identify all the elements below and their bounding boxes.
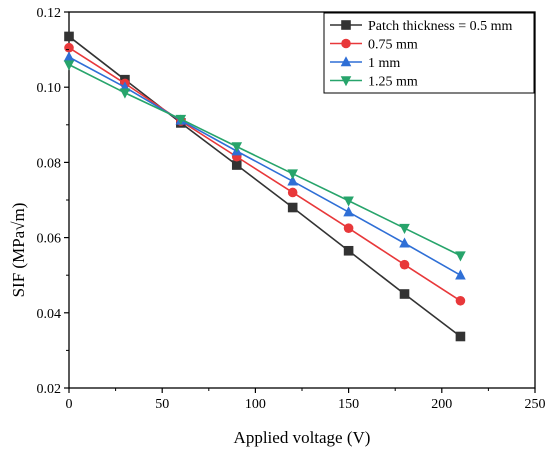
data-point: [399, 289, 410, 299]
data-point: [399, 223, 410, 234]
legend-marker: [340, 76, 352, 87]
legend-marker: [341, 20, 351, 30]
data-point: [175, 114, 187, 125]
data-point: [287, 175, 298, 186]
data-point: [455, 269, 466, 280]
legend-label: 1.25 mm: [368, 75, 418, 90]
series-line: [68, 47, 461, 302]
data-point: [343, 206, 354, 217]
data-point: [64, 42, 74, 53]
series-3: [63, 51, 466, 280]
legend-item: 1.25 mm: [330, 75, 418, 90]
y-tick-label: 0.10: [37, 81, 62, 96]
legend-label: Patch thickness = 0.5 mm: [368, 19, 512, 34]
y-tick-label: 0.08: [37, 156, 62, 171]
x-tick-label: 200: [431, 397, 452, 412]
data-point: [231, 160, 242, 170]
data-point: [455, 331, 466, 342]
x-axis-title: Applied voltage (V): [234, 428, 371, 447]
y-tick-label: 0.06: [37, 232, 62, 247]
data-point: [399, 259, 410, 270]
data-point: [287, 187, 298, 198]
x-tick-label: 250: [525, 397, 546, 412]
legend-label: 1 mm: [368, 56, 400, 71]
data-point: [343, 245, 354, 256]
y-tick-label: 0.04: [37, 307, 62, 322]
x-tick-label: 50: [155, 397, 169, 412]
series-line: [68, 35, 461, 338]
legend-marker: [341, 38, 351, 49]
series-4: [63, 60, 466, 262]
data-point: [399, 237, 410, 248]
legend-label: 0.75 mm: [368, 38, 418, 53]
axes: 0 50 100 150 200 250 0.02 0.04 0.06 0.08 0.10 0.12: [37, 6, 546, 412]
x-tick-label: 150: [338, 397, 359, 412]
legend-marker: [340, 56, 352, 67]
data-point: [119, 88, 131, 99]
legend: Patch thickness = 0.5 mm 0.75 mm 1 mm 1.25 …: [323, 12, 535, 94]
x-tick-label: 100: [245, 397, 266, 412]
y-axis-title: SIF (MPa√m): [9, 203, 28, 298]
legend-item: 1 mm: [330, 56, 400, 71]
series-line: [68, 63, 461, 257]
series-line: [68, 56, 461, 276]
y-tick-label: 0.02: [37, 382, 62, 397]
data-point: [231, 142, 243, 153]
data-point: [63, 51, 75, 62]
data-point: [455, 251, 466, 262]
legend-item: 0.75 mm: [330, 38, 418, 53]
data-point: [343, 196, 354, 207]
data-point: [455, 295, 466, 306]
data-point: [287, 169, 298, 180]
data-point: [63, 60, 75, 71]
series-layer: [63, 31, 466, 342]
legend-box: [323, 12, 535, 94]
y-tick-label: 0.12: [37, 6, 62, 21]
x-tick-label: 0: [66, 397, 73, 412]
data-point: [287, 202, 298, 213]
data-point: [64, 31, 74, 42]
data-point: [343, 223, 354, 233]
legend-item: Patch thickness = 0.5 mm: [330, 19, 512, 34]
